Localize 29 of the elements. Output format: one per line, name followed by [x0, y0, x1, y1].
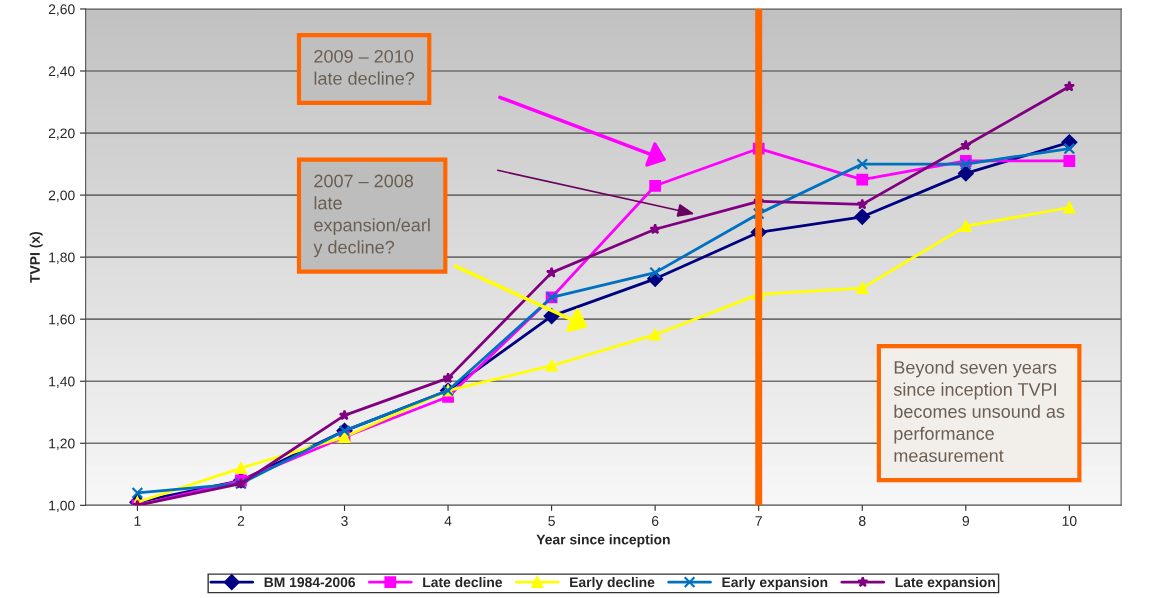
x-tick-label: 10: [1062, 516, 1077, 526]
x-tick-label: 9: [962, 516, 970, 526]
y-tick-label: 2,60: [48, 4, 75, 16]
y-tick-label: 2,20: [48, 128, 75, 140]
y-tick-label: 1,60: [49, 314, 75, 326]
annotation: 2007 – 2008 late expansion/earl y decline?: [313, 174, 430, 258]
x-tick-label: 4: [444, 516, 452, 526]
legend-label: Early decline: [570, 576, 655, 590]
x-tick-label: 1: [134, 516, 141, 526]
x-tick-label: 5: [548, 516, 555, 526]
y-axis-title: TVPI (x): [29, 231, 43, 283]
x-tick-label: 7: [755, 516, 762, 526]
y-tick-label: 2,40: [48, 66, 75, 78]
y-tick-label: 1,20: [49, 438, 75, 451]
legend-label: Late decline: [423, 576, 503, 588]
y-tick-label: 2,00: [48, 190, 75, 202]
x-axis-title: Year since inception: [536, 534, 670, 548]
y-tick-label: 1,00: [49, 500, 75, 513]
legend-label: Early expansion: [722, 576, 828, 590]
legend-label: Late expansion: [895, 576, 995, 590]
x-tick-label: 3: [341, 516, 348, 526]
annotation: Beyond seven years since inception TVPI becomes unsound as performance measurement: [893, 360, 1065, 463]
x-tick-label: 8: [859, 516, 866, 526]
x-tick-label: 2: [237, 516, 245, 526]
legend-label: BM 1984-2006: [264, 577, 356, 588]
annotation: 2009 – 2010 late decline?: [314, 49, 415, 85]
y-tick-label: 1,40: [49, 376, 75, 389]
x-tick-label: 6: [651, 516, 659, 526]
y-tick-label: 1,80: [49, 252, 75, 264]
